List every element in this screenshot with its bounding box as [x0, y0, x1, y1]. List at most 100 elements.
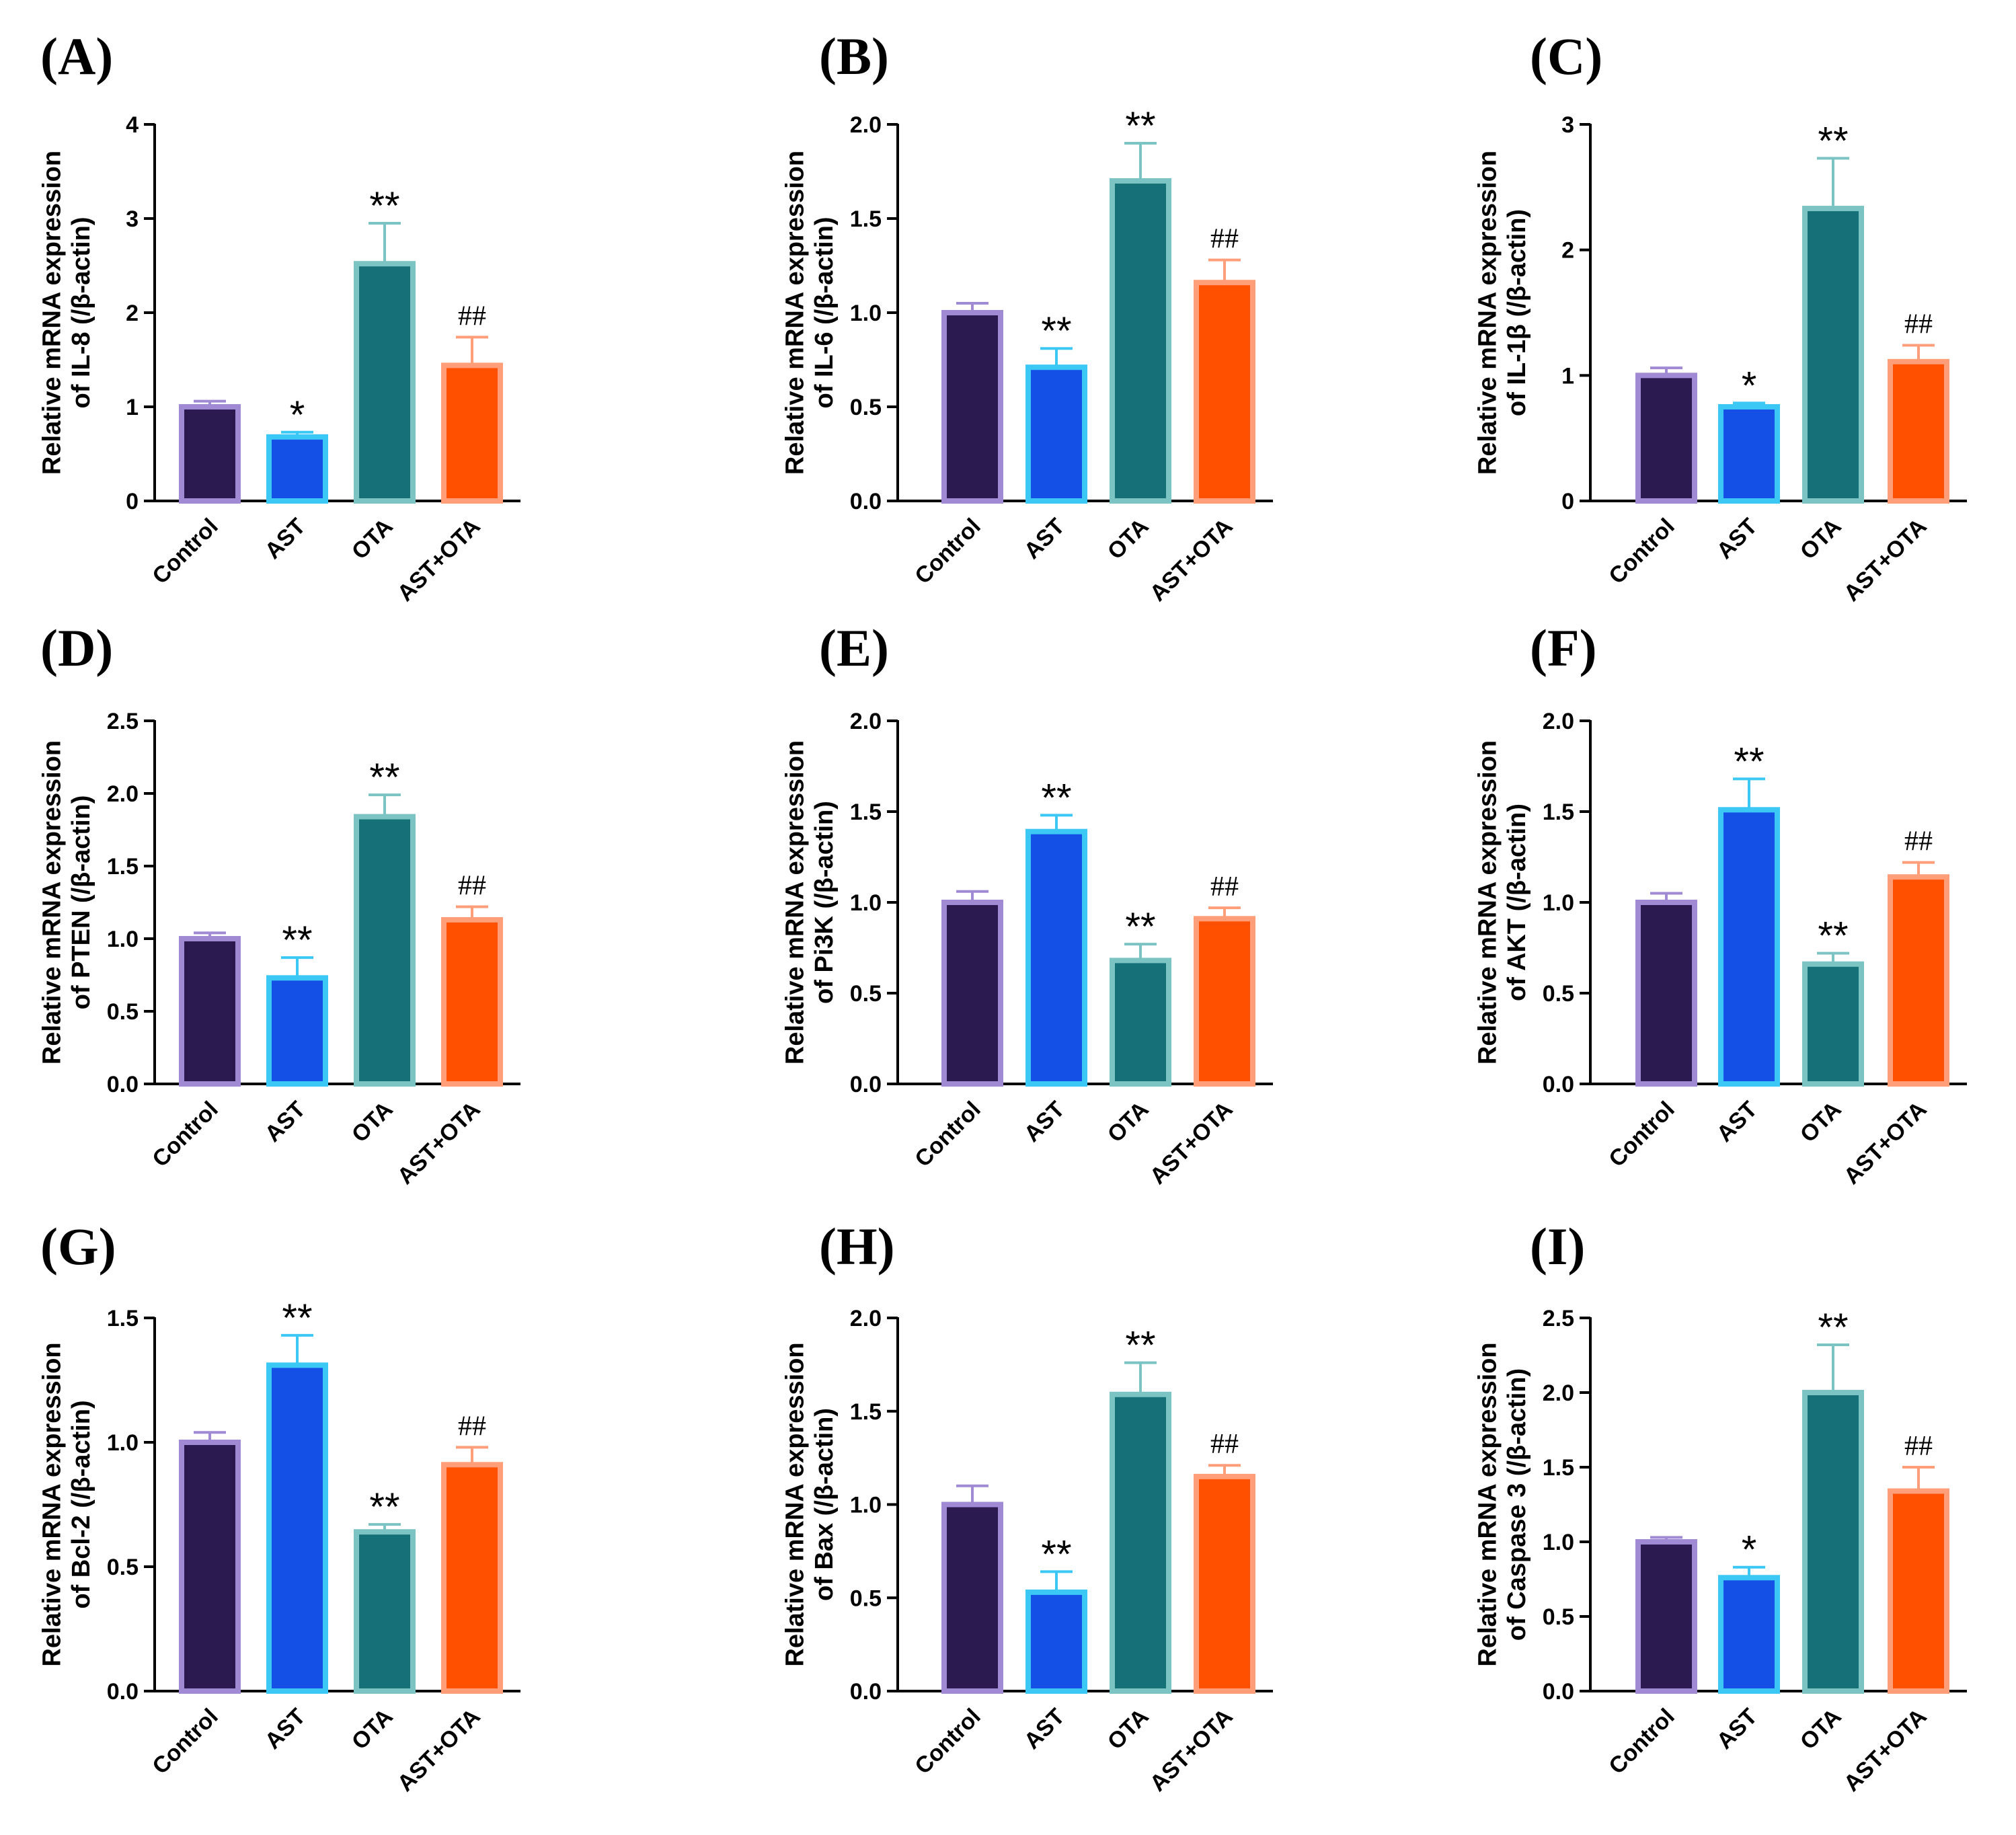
y-tick-label: 1.0 [850, 301, 882, 326]
y-tick-label: 1 [126, 395, 139, 420]
y-tick-label: 0 [1561, 489, 1574, 514]
y-tick-label: 0.0 [107, 1072, 139, 1097]
y-axis-label-line: Relative mRNA expression [1473, 740, 1502, 1064]
y-axis-label-line: of IL-6 (/β-actin) [810, 217, 839, 409]
bar-ota [1110, 178, 1171, 504]
chart-panel-2: (B) Relative mRNA expressionof IL-6 (/β-a… [781, 27, 1273, 607]
y-tick-label: 0.0 [107, 1679, 139, 1705]
x-category-label: OTA [1795, 514, 1847, 565]
x-category-label: OTA [347, 514, 398, 565]
x-category-label: Control [910, 1704, 985, 1779]
panel-label: (E) [819, 619, 889, 677]
y-tick-label: 1.0 [1543, 890, 1574, 916]
y-axis-label: Relative mRNA expressionof IL-8 (/β-acti… [38, 151, 95, 475]
x-category-label: OTA [1795, 1097, 1847, 1148]
y-axis-label-line: Relative mRNA expression [1473, 1342, 1502, 1666]
y-axis-label-line: Relative mRNA expression [38, 740, 66, 1064]
x-category-label: Control [147, 1097, 223, 1172]
panel-label: (G) [40, 1217, 116, 1276]
significance-label: * [1742, 1528, 1757, 1572]
panel-label: (C) [1530, 27, 1602, 85]
bar-ast-ota [1888, 358, 1949, 504]
chart-panel-5: (E) Relative mRNA expressionof Pi3K (/β-a… [781, 619, 1273, 1189]
x-category-label: OTA [347, 1097, 398, 1148]
y-tick-label: 0.0 [1543, 1072, 1574, 1097]
y-tick-label: 0.0 [1543, 1679, 1574, 1705]
x-category-label: OTA [1103, 514, 1154, 565]
y-tick-label: 0.0 [850, 489, 882, 514]
panel-label: (B) [819, 27, 889, 85]
x-category-label: AST+OTA [1145, 1097, 1238, 1189]
bar-ast [1718, 807, 1780, 1087]
chart-panel-1: (A) Relative mRNA expressionof IL-8 (/β-a… [38, 27, 520, 607]
x-category-label: Control [910, 1097, 985, 1172]
x-category-label: AST [1712, 1704, 1762, 1754]
y-tick-label: 2.0 [850, 1306, 882, 1331]
significance-label: ## [1210, 871, 1239, 902]
y-tick-label: 1.0 [850, 890, 882, 916]
significance-label: ** [1041, 1532, 1071, 1576]
bar-ota [1802, 206, 1864, 504]
y-tick-label: 1 [1561, 363, 1574, 389]
y-axis-label-line: of Pi3K (/β-actin) [810, 801, 839, 1004]
significance-label: ** [369, 756, 399, 799]
x-category-label: OTA [1103, 1704, 1154, 1755]
x-category-label: Control [1604, 1097, 1679, 1172]
y-tick-label: 2 [1561, 238, 1574, 264]
y-tick-label: 1.5 [107, 1306, 139, 1331]
y-tick-label: 0.5 [850, 981, 882, 1007]
x-category-label: AST [260, 1097, 311, 1147]
bar-ota [1110, 1391, 1171, 1694]
x-category-label: OTA [1795, 1704, 1847, 1755]
y-tick-label: 1.0 [107, 1430, 139, 1456]
y-axis-label-line: Relative mRNA expression [1473, 151, 1502, 475]
significance-label: * [1742, 364, 1757, 407]
y-tick-label: 2.0 [850, 709, 882, 734]
bar-control [1635, 900, 1697, 1087]
y-tick-label: 3 [126, 206, 139, 232]
y-tick-label: 4 [126, 112, 139, 138]
x-category-label: OTA [347, 1704, 398, 1755]
significance-label: ## [458, 301, 486, 331]
bar-ast [1718, 404, 1780, 504]
significance-label: ** [1125, 104, 1155, 148]
y-axis-label-line: Relative mRNA expression [781, 1342, 809, 1666]
bar-control [179, 936, 241, 1087]
bar-ast [1025, 1589, 1087, 1694]
y-axis-label-line: Relative mRNA expression [38, 1342, 66, 1666]
y-tick-label: 1.0 [1543, 1530, 1574, 1555]
significance-label: ** [369, 1485, 399, 1529]
bar-ota [354, 261, 416, 504]
chart-panel-9: (I) Relative mRNA expressionof Caspase 3 … [1473, 1217, 1967, 1797]
bar-ast-ota [441, 1462, 503, 1694]
bar-ast [266, 975, 328, 1087]
y-tick-label: 1.5 [850, 206, 882, 232]
bar-ast-ota [1194, 916, 1255, 1087]
x-category-label: AST+OTA [1839, 1097, 1932, 1189]
y-axis-label: Relative mRNA expressionof AKT (/β-actin… [1473, 740, 1531, 1064]
x-category-label: AST [1019, 1097, 1070, 1147]
significance-label: ## [1210, 224, 1239, 255]
y-tick-label: 0.5 [107, 1555, 139, 1580]
significance-label: ## [458, 870, 486, 901]
bar-control [179, 1440, 241, 1694]
chart-panel-6: (F) Relative mRNA expressionof AKT (/β-ac… [1473, 619, 1967, 1189]
y-axis-label-line: of Bax (/β-actin) [810, 1408, 839, 1601]
y-axis-label-line: Relative mRNA expression [38, 151, 66, 475]
bar-control [941, 310, 1003, 504]
x-category-label: Control [910, 514, 985, 589]
y-axis-label: Relative mRNA expressionof Bcl-2 (/β-act… [38, 1342, 95, 1666]
x-category-label: Control [147, 1704, 223, 1779]
significance-label: ** [1041, 309, 1071, 353]
y-axis-label-line: of Bcl-2 (/β-actin) [67, 1400, 95, 1608]
bar-control [941, 1501, 1003, 1694]
chart-panel-7: (G) Relative mRNA expressionof Bcl-2 (/β-… [38, 1217, 520, 1797]
y-axis-label: Relative mRNA expressionof Pi3K (/β-acti… [781, 740, 839, 1064]
x-category-label: AST [1019, 514, 1070, 564]
significance-label: ** [1818, 914, 1848, 958]
panel-label: (A) [40, 27, 113, 85]
significance-label: ** [369, 184, 399, 228]
y-axis-label-line: of Caspase 3 (/β-actin) [1503, 1368, 1531, 1641]
y-tick-label: 0.5 [850, 395, 882, 420]
y-tick-label: 0.5 [107, 999, 139, 1025]
